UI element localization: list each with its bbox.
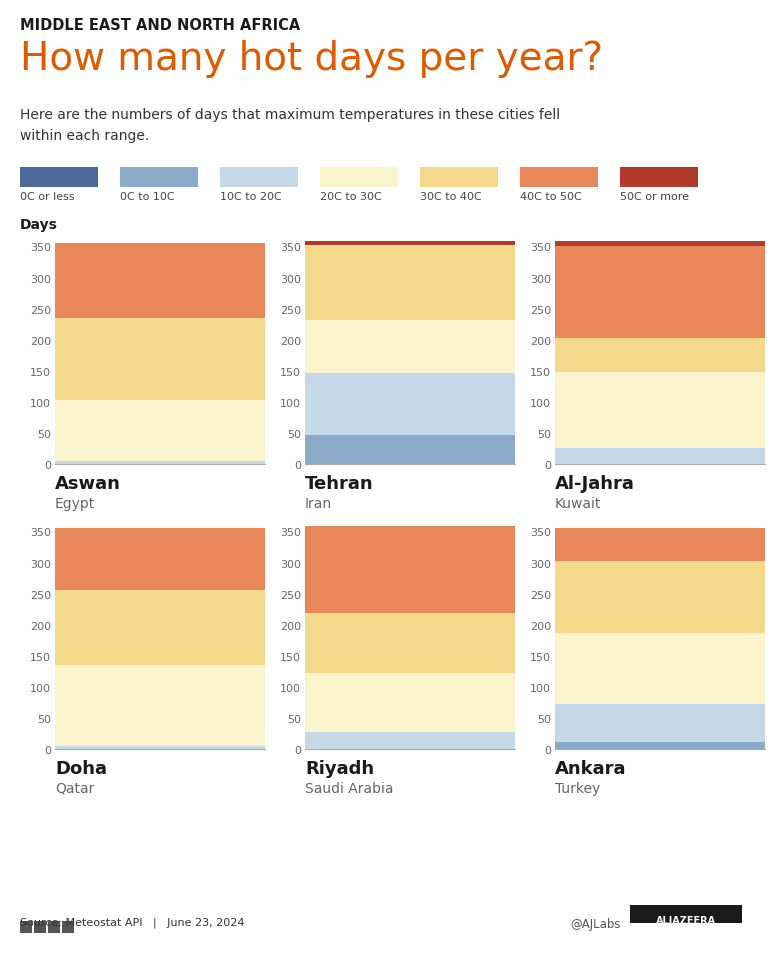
Text: 40C to 50C: 40C to 50C <box>520 192 582 202</box>
Bar <box>303 614 517 673</box>
Text: Doha: Doha <box>55 759 107 777</box>
Bar <box>553 561 768 633</box>
Text: 30C to 40C: 30C to 40C <box>420 192 482 202</box>
Text: 10C to 20C: 10C to 20C <box>220 192 282 202</box>
Text: @AJLabs: @AJLabs <box>570 917 621 930</box>
Bar <box>303 732 517 750</box>
Text: Turkey: Turkey <box>555 781 601 795</box>
Bar <box>303 242 517 246</box>
Text: Days: Days <box>20 218 58 232</box>
Bar <box>303 435 517 464</box>
Bar <box>553 247 768 338</box>
Text: Saudi Arabia: Saudi Arabia <box>305 781 393 795</box>
Text: Iran: Iran <box>305 497 332 510</box>
Bar <box>52 529 267 591</box>
Bar <box>303 320 517 373</box>
Bar <box>52 461 267 464</box>
Bar <box>553 373 768 449</box>
Bar <box>303 527 517 614</box>
Text: 0C to 10C: 0C to 10C <box>120 192 175 202</box>
Text: Al-Jahra: Al-Jahra <box>555 475 635 492</box>
Text: Riyadh: Riyadh <box>305 759 374 777</box>
Bar <box>553 633 768 704</box>
Text: Tehran: Tehran <box>305 475 373 492</box>
Bar <box>553 529 768 561</box>
Text: ALJAZEERA: ALJAZEERA <box>656 915 716 925</box>
Bar <box>52 746 267 750</box>
Text: 50C or more: 50C or more <box>620 192 689 202</box>
Bar <box>553 742 768 750</box>
Text: Kuwait: Kuwait <box>555 497 601 510</box>
Text: MIDDLE EAST AND NORTH AFRICA: MIDDLE EAST AND NORTH AFRICA <box>20 18 300 33</box>
Bar <box>52 401 267 461</box>
Text: Here are the numbers of days that maximum temperatures in these cities fell
with: Here are the numbers of days that maximu… <box>20 108 560 142</box>
Text: Egypt: Egypt <box>55 497 95 510</box>
Bar <box>553 338 768 373</box>
Bar <box>52 665 267 746</box>
Bar <box>553 704 768 742</box>
Bar <box>303 673 517 732</box>
Bar <box>303 246 517 320</box>
Text: Qatar: Qatar <box>55 781 95 795</box>
Bar <box>553 241 768 247</box>
Text: Source: Meteostat API   |   June 23, 2024: Source: Meteostat API | June 23, 2024 <box>20 917 245 927</box>
Text: 20C to 30C: 20C to 30C <box>320 192 382 202</box>
Text: Ankara: Ankara <box>555 759 627 777</box>
Text: Aswan: Aswan <box>55 475 121 492</box>
Text: How many hot days per year?: How many hot days per year? <box>20 40 603 78</box>
Bar <box>52 591 267 665</box>
Bar <box>52 244 267 319</box>
Text: 0C or less: 0C or less <box>20 192 75 202</box>
Bar <box>303 373 517 435</box>
Bar <box>52 319 267 401</box>
Bar <box>553 449 768 464</box>
